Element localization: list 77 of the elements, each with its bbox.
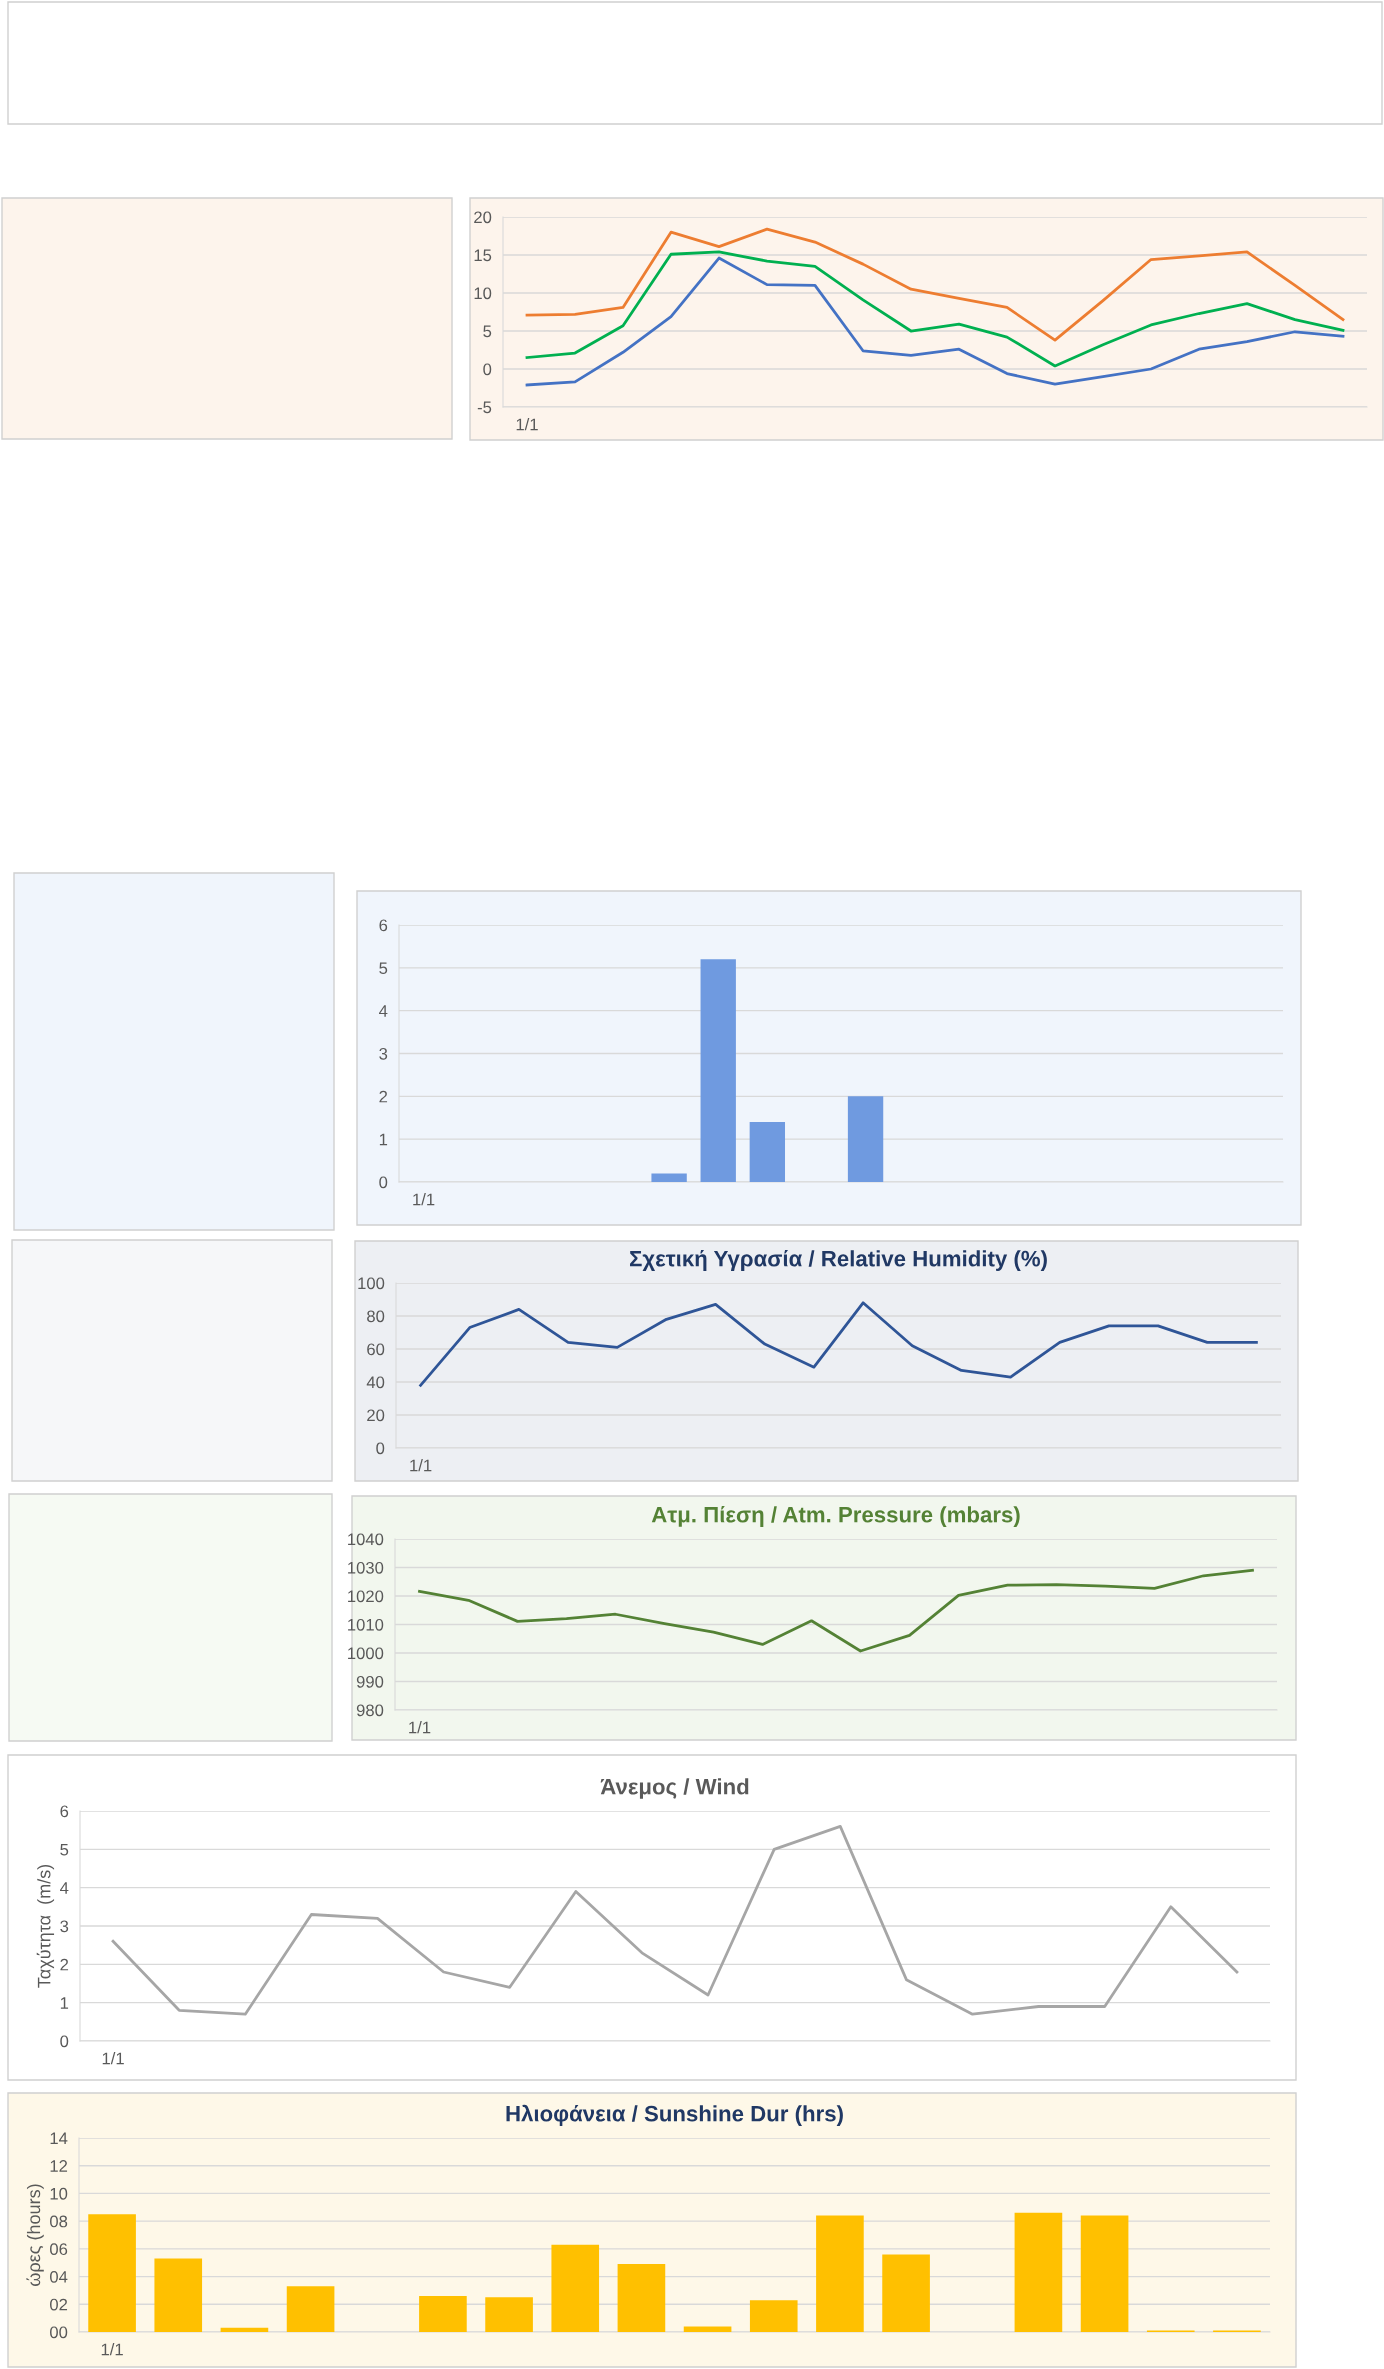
y-tick-label: 00 (50, 2326, 68, 2339)
bar (700, 959, 736, 1182)
y-axis-title: Ταχύτητα (m/s) (36, 1864, 55, 1988)
chart-title: Σχετική Υγρασία / Relative Humidity (%) (630, 1249, 1047, 1271)
y-tick-label: 40 (366, 1376, 385, 1389)
bar (154, 2258, 203, 2332)
line-series (111, 1824, 1239, 2016)
bar (617, 2264, 666, 2332)
line-series (525, 256, 1345, 387)
y-axis-title: ώρες (hours) (26, 2184, 44, 2286)
y-tick-label: 15 (474, 249, 492, 262)
y-tick-label: 3 (379, 1047, 388, 1060)
y-tick-label: 1 (379, 1133, 388, 1146)
y-tick-label: 2 (60, 1958, 69, 1971)
y-tick-label: 0 (60, 2035, 69, 2048)
y-tick-label: 980 (356, 1704, 384, 1717)
y-tick-label: 0 (379, 1176, 388, 1189)
bar (651, 1173, 687, 1182)
y-tick-label: 12 (50, 2160, 68, 2172)
y-tick-label: 2 (379, 1090, 388, 1103)
y-tick-label: 14 (50, 2132, 68, 2145)
y-tick-label: 990 (356, 1675, 384, 1688)
x-tick-label: 1/1 (101, 2343, 123, 2356)
x-tick-label: 1/1 (409, 1721, 431, 1734)
y-tick-label: 1010 (348, 1618, 384, 1631)
y-tick-label: 6 (60, 1805, 69, 1818)
y-tick-label: 1 (60, 1997, 69, 2009)
bar (749, 2300, 798, 2332)
y-tick-label: 100 (358, 1277, 385, 1290)
y-tick-label: -5 (477, 401, 492, 414)
y-tick-label: 0 (376, 1442, 385, 1455)
bar (749, 1122, 786, 1182)
line-series (525, 227, 1345, 342)
y-tick-label: 20 (367, 1409, 385, 1422)
bar (882, 2254, 930, 2332)
line-series (418, 1568, 1254, 1653)
y-tick-label: 08 (50, 2215, 68, 2228)
y-tick-label: 02 (50, 2298, 68, 2311)
y-tick-label: 1040 (348, 1533, 384, 1546)
y-tick-label: 80 (367, 1310, 385, 1323)
y-tick-label: 04 (50, 2270, 68, 2283)
bar (485, 2297, 533, 2332)
x-tick-label: 1/1 (410, 1459, 432, 1472)
y-tick-label: 1020 (348, 1590, 384, 1603)
line-series (525, 250, 1345, 368)
y-tick-label: 4 (379, 1005, 388, 1017)
bar (683, 2326, 732, 2332)
y-tick-label: 5 (60, 1843, 69, 1856)
bar (551, 2244, 600, 2332)
y-tick-label: 60 (367, 1343, 385, 1356)
y-tick-label: 10 (50, 2187, 68, 2200)
bar (847, 1096, 884, 1182)
bar (419, 2295, 467, 2332)
bar (286, 2286, 335, 2332)
bar (88, 2214, 136, 2332)
y-tick-label: 4 (60, 1882, 69, 1894)
x-tick-label: 1/1 (516, 418, 538, 431)
bar (1014, 2212, 1063, 2332)
y-tick-label: 5 (483, 325, 492, 338)
y-tick-label: 1000 (348, 1647, 384, 1660)
bar (220, 2327, 269, 2332)
chart-title: Άνεμος / Wind (600, 1778, 749, 1799)
x-tick-label: 1/1 (413, 1193, 435, 1206)
x-tick-label: 1/1 (102, 2052, 124, 2065)
bar (816, 2215, 864, 2332)
y-tick-label: 5 (379, 962, 388, 975)
y-tick-label: 3 (60, 1920, 69, 1933)
y-tick-label: 20 (474, 211, 492, 224)
bar (1080, 2215, 1129, 2332)
y-tick-label: 1030 (348, 1561, 384, 1574)
line-series (419, 1301, 1258, 1387)
y-tick-label: 6 (379, 919, 388, 932)
y-tick-label: 10 (474, 287, 492, 300)
y-tick-label: 0 (483, 363, 492, 376)
chart-title: Ατμ. Πίεση / Atm. Pressure (mbars) (651, 1505, 1020, 1527)
chart-title: Ηλιοφάνεια / Sunshine Dur (hrs) (506, 2104, 843, 2126)
y-tick-label: 06 (50, 2243, 68, 2256)
